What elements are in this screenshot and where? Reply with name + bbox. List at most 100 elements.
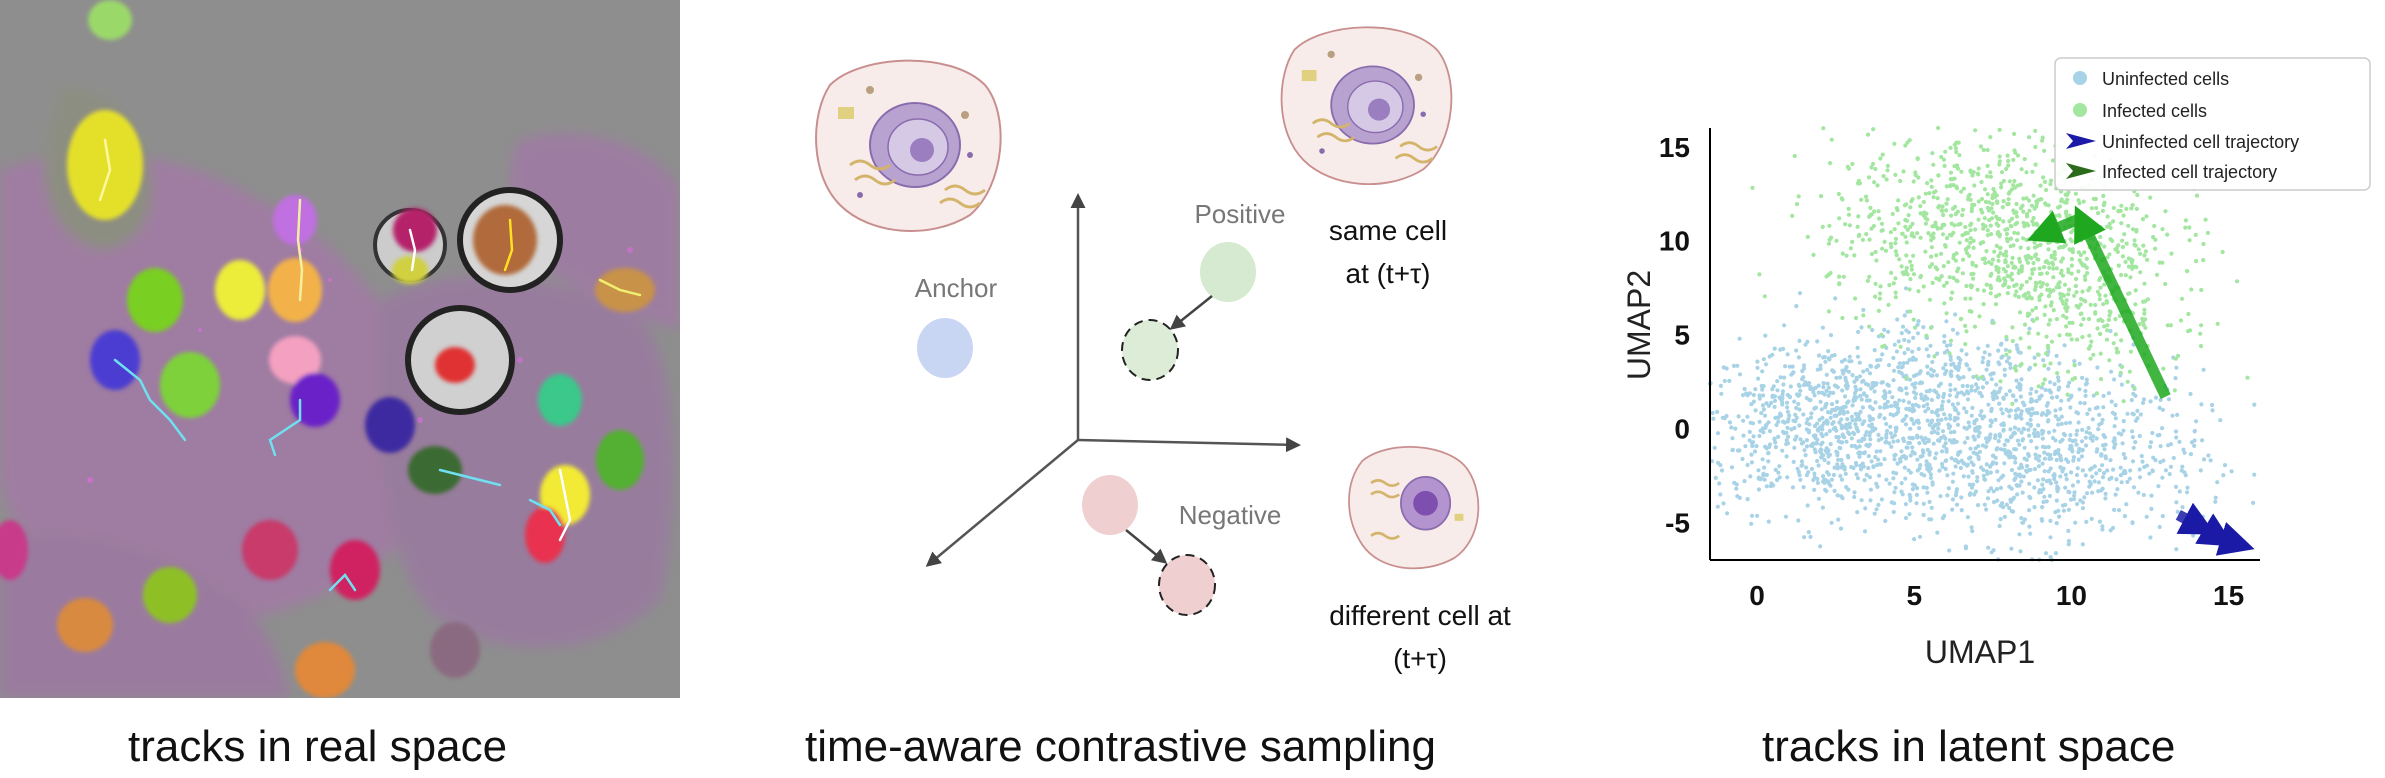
infected-point — [2033, 253, 2038, 258]
infected-point — [2203, 217, 2208, 222]
infected-point — [1979, 375, 1984, 380]
uninfected-point — [1834, 375, 1839, 380]
uninfected-point — [1822, 392, 1827, 397]
uninfected-point — [2148, 535, 2153, 540]
uninfected-point — [1793, 412, 1798, 417]
infected-point — [2145, 297, 2150, 302]
uninfected-point — [1855, 509, 1860, 515]
uninfected-point — [1805, 503, 1810, 508]
uninfected-point — [1812, 423, 1817, 429]
infected-point — [2188, 328, 2193, 333]
uninfected-point — [1826, 356, 1831, 361]
uninfected-point — [1935, 530, 1940, 535]
uninfected-point — [2016, 350, 2021, 355]
uninfected-point — [1772, 436, 1777, 441]
infected-point — [2097, 331, 2103, 336]
uninfected-point — [2026, 453, 2031, 458]
uninfected-point — [2184, 490, 2190, 495]
infected-point — [2234, 279, 2240, 284]
uninfected-point — [2018, 394, 2023, 399]
uninfected-point — [1906, 339, 1911, 344]
infected-point — [2119, 272, 2124, 278]
uninfected-point — [1815, 480, 1820, 485]
uninfected-point — [1925, 418, 1930, 423]
uninfected-point — [1868, 498, 1873, 503]
uninfected-point — [2054, 498, 2059, 503]
uninfected-point — [2093, 406, 2098, 411]
infected-point — [1879, 332, 1884, 337]
uninfected-point — [1760, 387, 1765, 392]
infected-point — [1944, 201, 1949, 206]
uninfected-point — [1976, 434, 1981, 439]
uninfected-point — [2032, 355, 2037, 360]
infected-point — [2079, 311, 2084, 316]
infected-point — [1997, 234, 2002, 239]
infected-point — [2072, 293, 2077, 298]
infected-point — [2081, 298, 2086, 303]
infected-point — [1971, 245, 1976, 250]
uninfected-point — [1903, 502, 1908, 507]
infected-point — [1954, 184, 1959, 189]
infected-point — [2116, 350, 2121, 355]
infected-point — [1864, 198, 1869, 203]
uninfected-point — [1970, 405, 1975, 410]
trajectories — [2026, 205, 2255, 556]
uninfected-point — [1958, 465, 1963, 471]
uninfected-point — [1851, 430, 1856, 435]
uninfected-point — [1899, 331, 1904, 336]
infected-point — [2088, 344, 2093, 349]
uninfected-point — [1892, 501, 1897, 506]
infected-point — [2072, 362, 2077, 368]
uninfected-point — [1853, 384, 1858, 389]
infected-point — [2142, 307, 2147, 312]
infected-point — [2006, 197, 2011, 202]
uninfected-point — [2128, 468, 2133, 473]
uninfected-point — [1719, 391, 1724, 396]
uninfected-point — [1943, 458, 1948, 463]
infected-point — [1910, 197, 1915, 202]
uninfected-point — [1908, 498, 1913, 503]
uninfected-point — [2156, 484, 2161, 489]
infected-point — [1961, 186, 1966, 191]
infected-point — [2051, 308, 2056, 313]
uninfected-point — [1745, 497, 1750, 502]
uninfected-point — [2007, 505, 2012, 511]
uninfected-point — [2022, 517, 2027, 522]
infected-point — [1997, 154, 2002, 159]
infected-point — [1974, 374, 1979, 379]
infected-point — [1846, 206, 1851, 211]
infected-point — [1909, 263, 1914, 268]
infected-point — [2011, 157, 2016, 162]
infected-point — [1980, 256, 1985, 262]
uninfected-point — [2047, 493, 2052, 499]
infected-point — [1968, 197, 1973, 202]
uninfected-point — [1818, 399, 1823, 404]
infected-point — [2015, 238, 2020, 243]
uninfected-point — [1951, 471, 1956, 476]
uninfected-point — [1861, 378, 1866, 383]
uninfected-point — [1815, 367, 1820, 372]
uninfected-point — [1941, 444, 1947, 449]
uninfected-point — [2015, 472, 2020, 477]
uninfected-point — [1854, 472, 1859, 477]
uninfected-point — [1879, 497, 1884, 502]
uninfected-point — [1927, 464, 1932, 469]
uninfected-point — [2180, 464, 2185, 469]
infected-point — [1926, 231, 1931, 236]
uninfected-point — [2063, 472, 2068, 477]
uninfected-point — [1849, 464, 1854, 470]
infected-point — [1985, 192, 1990, 197]
uninfected-point — [1827, 428, 1832, 434]
uninfected-point — [1829, 520, 1834, 525]
uninfected-point — [1824, 488, 1829, 494]
uninfected-point — [2017, 442, 2022, 447]
uninfected-point — [2058, 439, 2063, 444]
infected-point — [1939, 208, 1944, 213]
uninfected-point — [1902, 337, 1907, 343]
uninfected-point — [1813, 385, 1818, 390]
infected-point — [2070, 377, 2075, 382]
uninfected-point — [2208, 458, 2213, 463]
uninfected-point — [1873, 454, 1878, 460]
infected-point — [2074, 290, 2079, 295]
infected-point — [1971, 276, 1976, 281]
